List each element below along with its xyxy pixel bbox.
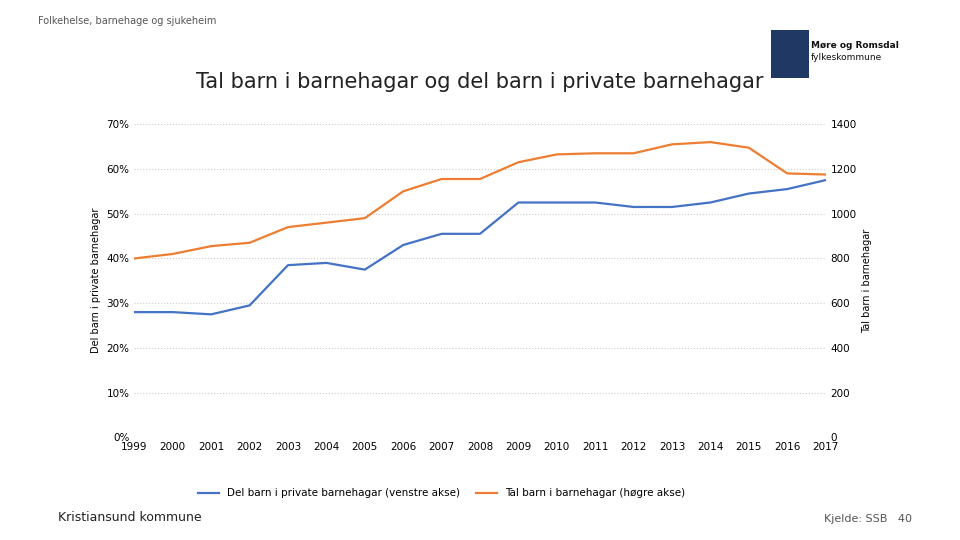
Del barn i private barnehagar (venstre akse)	[436, 231, 447, 237]
Tal barn i barnehagar (høgre akse)	[551, 151, 563, 158]
Del barn i private barnehagar (venstre akse)	[397, 242, 409, 248]
Y-axis label: Tal barn i barnehagar: Tal barn i barnehagar	[862, 228, 873, 333]
Del barn i private barnehagar (venstre akse)	[551, 199, 563, 206]
Del barn i private barnehagar (venstre akse)	[244, 302, 255, 309]
Tal barn i barnehagar (høgre akse)	[743, 144, 755, 151]
Del barn i private barnehagar (venstre akse)	[167, 309, 179, 315]
Del barn i private barnehagar (venstre akse)	[781, 186, 793, 192]
Tal barn i barnehagar (høgre akse)	[397, 188, 409, 194]
Tal barn i barnehagar (høgre akse)	[436, 176, 447, 182]
Text: fylkeskommune: fylkeskommune	[811, 53, 882, 62]
Del barn i private barnehagar (venstre akse)	[129, 309, 140, 315]
Tal barn i barnehagar (høgre akse)	[129, 255, 140, 262]
Tal barn i barnehagar (høgre akse)	[321, 219, 332, 226]
Text: Tal barn i barnehagar og del barn i private barnehagar: Tal barn i barnehagar og del barn i priv…	[196, 72, 764, 92]
Tal barn i barnehagar (høgre akse)	[628, 150, 639, 157]
Tal barn i barnehagar (høgre akse)	[167, 251, 179, 257]
Del barn i private barnehagar (venstre akse)	[282, 262, 294, 268]
Del barn i private barnehagar (venstre akse)	[628, 204, 639, 210]
Tal barn i barnehagar (høgre akse)	[781, 170, 793, 177]
Tal barn i barnehagar (høgre akse)	[205, 243, 217, 249]
Tal barn i barnehagar (høgre akse)	[359, 215, 371, 221]
Tal barn i barnehagar (høgre akse)	[513, 159, 524, 165]
Tal barn i barnehagar (høgre akse)	[666, 141, 678, 147]
Del barn i private barnehagar (venstre akse)	[743, 190, 755, 197]
Tal barn i barnehagar (høgre akse)	[820, 171, 831, 178]
Del barn i private barnehagar (venstre akse)	[359, 266, 371, 273]
Text: Kristiansund kommune: Kristiansund kommune	[58, 511, 202, 524]
Del barn i private barnehagar (venstre akse)	[321, 260, 332, 266]
Del barn i private barnehagar (venstre akse)	[474, 231, 486, 237]
Text: Folkehelse, barnehage og sjukeheim: Folkehelse, barnehage og sjukeheim	[38, 16, 217, 26]
Line: Del barn i private barnehagar (venstre akse): Del barn i private barnehagar (venstre a…	[134, 180, 826, 314]
Del barn i private barnehagar (venstre akse)	[820, 177, 831, 184]
Del barn i private barnehagar (venstre akse)	[589, 199, 601, 206]
Del barn i private barnehagar (venstre akse)	[513, 199, 524, 206]
Tal barn i barnehagar (høgre akse)	[705, 139, 716, 145]
Line: Tal barn i barnehagar (høgre akse): Tal barn i barnehagar (høgre akse)	[134, 142, 826, 259]
Del barn i private barnehagar (venstre akse)	[705, 199, 716, 206]
Tal barn i barnehagar (høgre akse)	[244, 240, 255, 246]
Tal barn i barnehagar (høgre akse)	[282, 224, 294, 231]
Del barn i private barnehagar (venstre akse)	[666, 204, 678, 210]
Legend: Del barn i private barnehagar (venstre akse), Tal barn i barnehagar (høgre akse): Del barn i private barnehagar (venstre a…	[194, 484, 689, 502]
Text: Møre og Romsdal: Møre og Romsdal	[811, 42, 900, 50]
Text: Kjelde: SSB   40: Kjelde: SSB 40	[824, 514, 912, 524]
Tal barn i barnehagar (høgre akse)	[474, 176, 486, 182]
Del barn i private barnehagar (venstre akse)	[205, 311, 217, 318]
Tal barn i barnehagar (høgre akse)	[589, 150, 601, 157]
Y-axis label: Del barn i private barnehagar: Del barn i private barnehagar	[91, 208, 101, 354]
